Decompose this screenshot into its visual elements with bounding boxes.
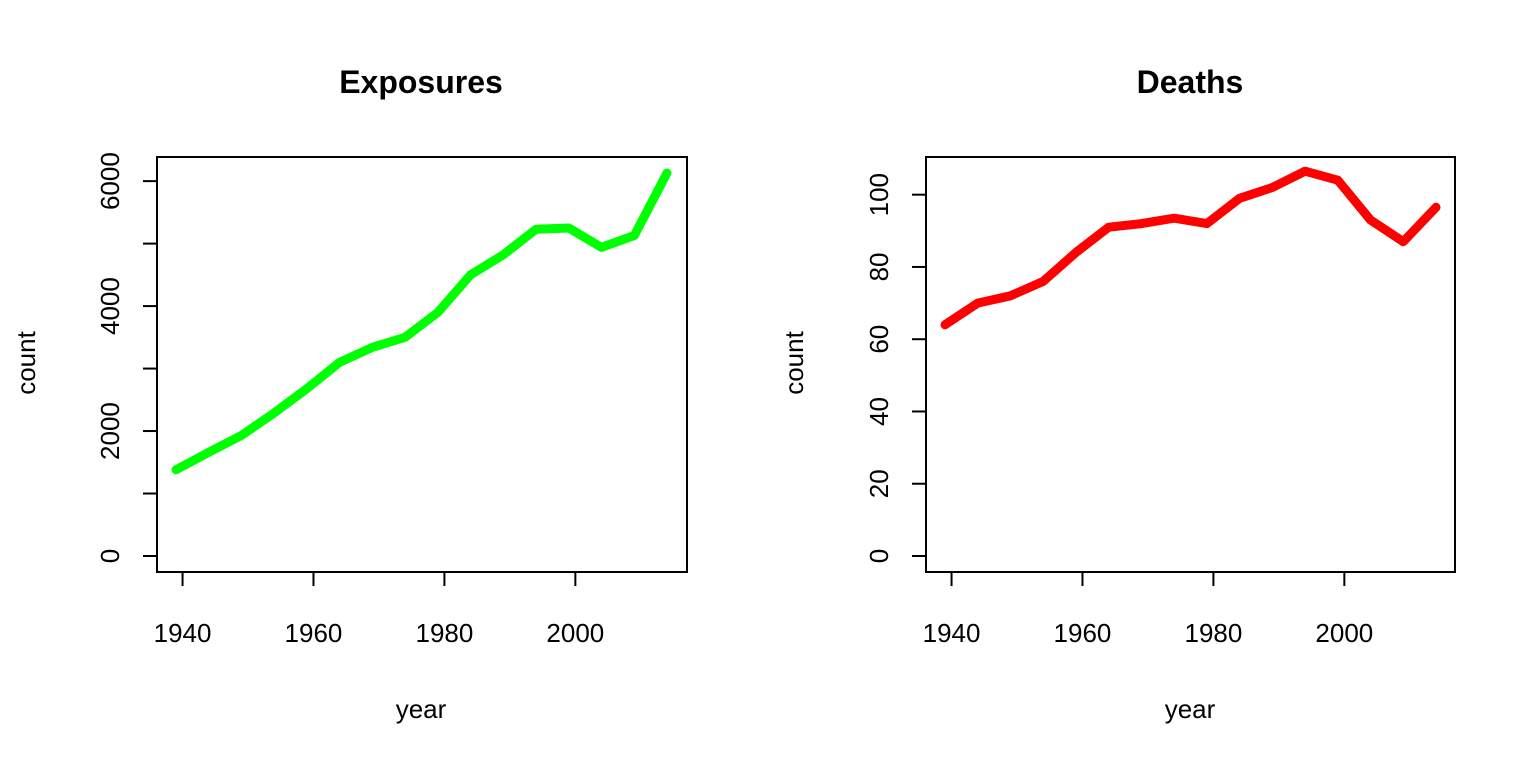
deaths-y-tick-label: 80 — [864, 252, 894, 281]
exposures-x-axis-label: year — [396, 694, 447, 724]
deaths-y-axis-label: count — [779, 330, 809, 394]
exposures-y-tick-label: 0 — [95, 549, 125, 563]
exposures-y-tick-label: 2000 — [95, 402, 125, 460]
deaths-y-tick-label: 100 — [864, 173, 894, 216]
deaths-panel: Deaths year count 1940 1960 1980 2000 0 20 40… — [779, 64, 1456, 724]
deaths-title: Deaths — [1137, 64, 1244, 100]
exposures-title: Exposures — [339, 64, 503, 100]
exposures-x-tick-label: 1940 — [154, 618, 212, 648]
exposures-series-line — [171, 168, 672, 475]
exposures-x-tick-label: 1980 — [415, 618, 473, 648]
exposures-y-tick-label: 6000 — [95, 152, 125, 210]
deaths-y-axis: 0 20 40 60 80 100 — [864, 173, 927, 563]
deaths-x-tick-label: 1940 — [923, 618, 981, 648]
deaths-series-line — [940, 166, 1441, 330]
deaths-y-tick-label: 20 — [864, 469, 894, 498]
deaths-x-tick-label: 1960 — [1054, 618, 1112, 648]
deaths-x-axis: 1940 1960 1980 2000 — [923, 571, 1373, 648]
exposures-plot-frame — [156, 156, 688, 573]
exposures-x-axis: 1940 1960 1980 2000 — [154, 571, 604, 648]
exposures-y-tick-label: 4000 — [95, 277, 125, 335]
exposures-x-tick-label: 2000 — [546, 618, 604, 648]
deaths-y-tick-label: 60 — [864, 325, 894, 354]
exposures-y-axis: 0 2000 4000 6000 — [95, 152, 158, 563]
deaths-x-axis-label: year — [1165, 694, 1216, 724]
exposures-panel: Exposures year count 1940 1960 1980 2000 0 2… — [11, 64, 688, 724]
exposures-x-tick-label: 1960 — [285, 618, 343, 648]
deaths-y-tick-label: 0 — [864, 549, 894, 563]
exposures-series — [171, 168, 672, 475]
deaths-y-tick-label: 40 — [864, 397, 894, 426]
deaths-x-tick-label: 1980 — [1184, 618, 1242, 648]
deaths-x-tick-label: 2000 — [1315, 618, 1373, 648]
deaths-series — [940, 166, 1441, 330]
exposures-y-axis-label: count — [11, 330, 41, 394]
